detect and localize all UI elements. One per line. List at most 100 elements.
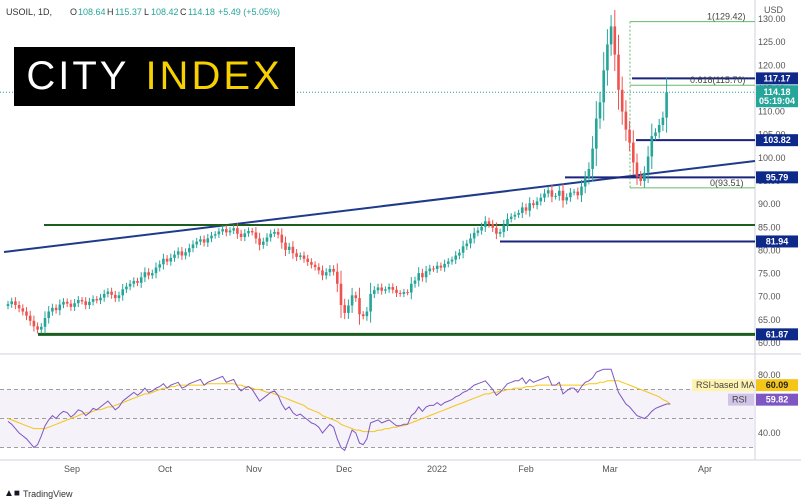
candle [402,292,406,294]
candle [43,318,47,327]
candle [58,304,62,311]
candle [221,229,224,232]
rsi-axis: 80.00 40.00 [758,370,781,438]
level-tag-text: 61.87 [766,329,789,339]
close-label: C [180,7,187,17]
candle [406,292,409,294]
high-label: H [107,7,114,17]
candle [73,303,76,307]
candle [391,286,395,290]
rsi-tick-label: 80.00 [758,370,781,380]
candle [661,117,665,125]
rsi-ma-tag-text: 60.09 [766,380,789,390]
candle [528,203,531,211]
candle [247,230,250,234]
candle [169,257,173,262]
candle [665,92,668,118]
time-tick-label: Apr [698,464,712,474]
candle [620,89,624,112]
candle [421,273,424,278]
candle [258,238,261,245]
candle [646,156,650,173]
candle [310,262,313,265]
candle [291,246,295,254]
price-tick-label: 130.00 [758,14,786,24]
candle [162,258,165,265]
candle [32,320,36,327]
logo-word-index: INDEX [145,54,283,98]
candle [51,307,54,312]
candle [232,228,235,231]
level-tag-text: 117.17 [763,73,790,83]
candle [509,216,513,219]
candle [558,190,561,196]
candle [188,248,191,253]
rsi-line [7,368,671,452]
candle [595,118,598,149]
low-value: 108.42 [151,7,179,17]
candle [384,289,387,291]
candle [561,190,565,201]
candle [454,255,457,260]
high-value: 115.37 [115,7,142,17]
candle [628,129,631,143]
candle [306,258,309,262]
level-tag [756,235,798,248]
candle [228,230,232,233]
candles-layer [6,9,668,334]
rsi-tag [756,393,798,406]
price-tick-label: 70.00 [758,292,781,302]
candle [543,193,546,198]
time-tick-label: Sep [64,464,80,474]
candle [506,218,509,226]
candle [273,231,276,234]
candle [606,44,609,71]
candle [284,242,287,250]
candle [176,251,180,255]
candle [458,252,461,256]
open-value: 108.64 [78,7,106,17]
tradingview-attribution[interactable]: ▲■ TradingView [4,488,72,499]
candle [609,26,613,45]
candle [21,308,25,312]
price-tick-label: 120.00 [758,60,786,70]
candle [387,286,391,290]
candle [491,224,494,228]
candle [125,286,128,290]
candle [654,132,657,137]
candle [191,244,195,249]
rsi-legend [728,393,754,406]
fib-label: 1(129.42) [707,12,746,22]
candle [302,255,306,259]
candle [461,246,465,253]
rsi-ma-legend [692,379,754,392]
time-axis[interactable]: Sep Oct Nov Dec 2022 Feb Mar Apr [64,464,712,474]
candle [239,233,243,238]
candle [350,295,354,306]
candle [639,175,642,181]
candle [202,239,206,243]
rsi-tick-label: 40.00 [758,428,781,438]
candle [495,227,498,234]
rsi-legend-text: RSI [732,395,747,405]
drawings-layer: 1(129.42) 0.618(115.70) 0(93.51) [0,12,756,336]
candle [502,225,506,232]
candle [28,315,32,321]
price-tick-label: 85.00 [758,222,781,232]
candle [106,291,110,294]
level-tag-text: 81.94 [766,236,789,246]
candle [213,234,217,236]
candle [513,214,517,217]
candle [313,264,317,268]
candle [139,277,143,283]
candle [343,305,346,313]
candle [447,261,450,264]
candle [484,221,487,227]
candle [158,264,161,268]
candle [643,172,646,181]
candle [17,305,21,309]
price-tick-label: 60.00 [758,338,781,348]
candle [336,271,339,284]
candle [143,272,147,278]
